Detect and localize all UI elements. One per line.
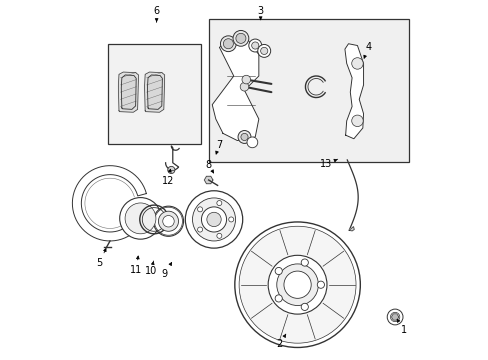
Circle shape — [240, 82, 248, 91]
Text: 1: 1 — [396, 319, 407, 335]
Polygon shape — [348, 226, 353, 231]
Circle shape — [120, 198, 161, 239]
Circle shape — [216, 233, 222, 238]
Text: 11: 11 — [130, 256, 142, 275]
Circle shape — [242, 75, 250, 84]
Bar — [108, 44, 201, 144]
Circle shape — [241, 134, 247, 140]
Circle shape — [206, 212, 221, 226]
Circle shape — [223, 39, 233, 49]
Circle shape — [233, 31, 248, 46]
Circle shape — [235, 33, 245, 43]
Circle shape — [228, 217, 233, 222]
Text: 7: 7 — [215, 140, 222, 154]
Circle shape — [246, 137, 257, 148]
Circle shape — [275, 267, 282, 275]
Text: 5: 5 — [96, 248, 106, 268]
Text: 13: 13 — [320, 159, 337, 169]
Circle shape — [163, 216, 174, 227]
Polygon shape — [72, 166, 146, 241]
Circle shape — [248, 39, 261, 52]
Circle shape — [239, 226, 355, 343]
Text: 8: 8 — [205, 160, 213, 173]
Circle shape — [317, 281, 324, 288]
Circle shape — [275, 295, 282, 302]
Text: 12: 12 — [162, 169, 174, 186]
Circle shape — [238, 131, 250, 143]
Circle shape — [185, 191, 242, 248]
Circle shape — [192, 198, 235, 241]
Text: 2: 2 — [276, 334, 285, 349]
Circle shape — [301, 303, 308, 310]
Circle shape — [167, 166, 175, 174]
Polygon shape — [204, 176, 212, 184]
Text: 6: 6 — [153, 6, 160, 22]
Circle shape — [267, 255, 326, 314]
Text: 4: 4 — [363, 42, 370, 58]
Circle shape — [197, 207, 202, 212]
Circle shape — [284, 271, 310, 298]
Circle shape — [386, 309, 402, 325]
Polygon shape — [212, 40, 258, 140]
Circle shape — [260, 47, 267, 54]
Circle shape — [201, 207, 226, 232]
Circle shape — [158, 211, 178, 231]
Circle shape — [276, 264, 318, 306]
Circle shape — [234, 222, 360, 347]
Circle shape — [257, 44, 270, 57]
Circle shape — [216, 201, 222, 206]
Circle shape — [251, 42, 258, 49]
Polygon shape — [344, 44, 363, 139]
Circle shape — [301, 259, 308, 266]
Circle shape — [351, 58, 363, 69]
Polygon shape — [121, 75, 136, 109]
Circle shape — [197, 227, 202, 232]
Circle shape — [351, 115, 363, 127]
Text: 10: 10 — [145, 261, 157, 276]
Bar — [208, 19, 408, 162]
Circle shape — [389, 312, 399, 321]
Circle shape — [153, 206, 183, 236]
Circle shape — [220, 36, 236, 51]
Polygon shape — [118, 72, 138, 112]
Polygon shape — [391, 314, 398, 320]
Polygon shape — [144, 72, 164, 112]
Text: 3: 3 — [257, 6, 263, 20]
Polygon shape — [147, 75, 162, 109]
Circle shape — [125, 203, 156, 234]
Text: 9: 9 — [162, 262, 171, 279]
